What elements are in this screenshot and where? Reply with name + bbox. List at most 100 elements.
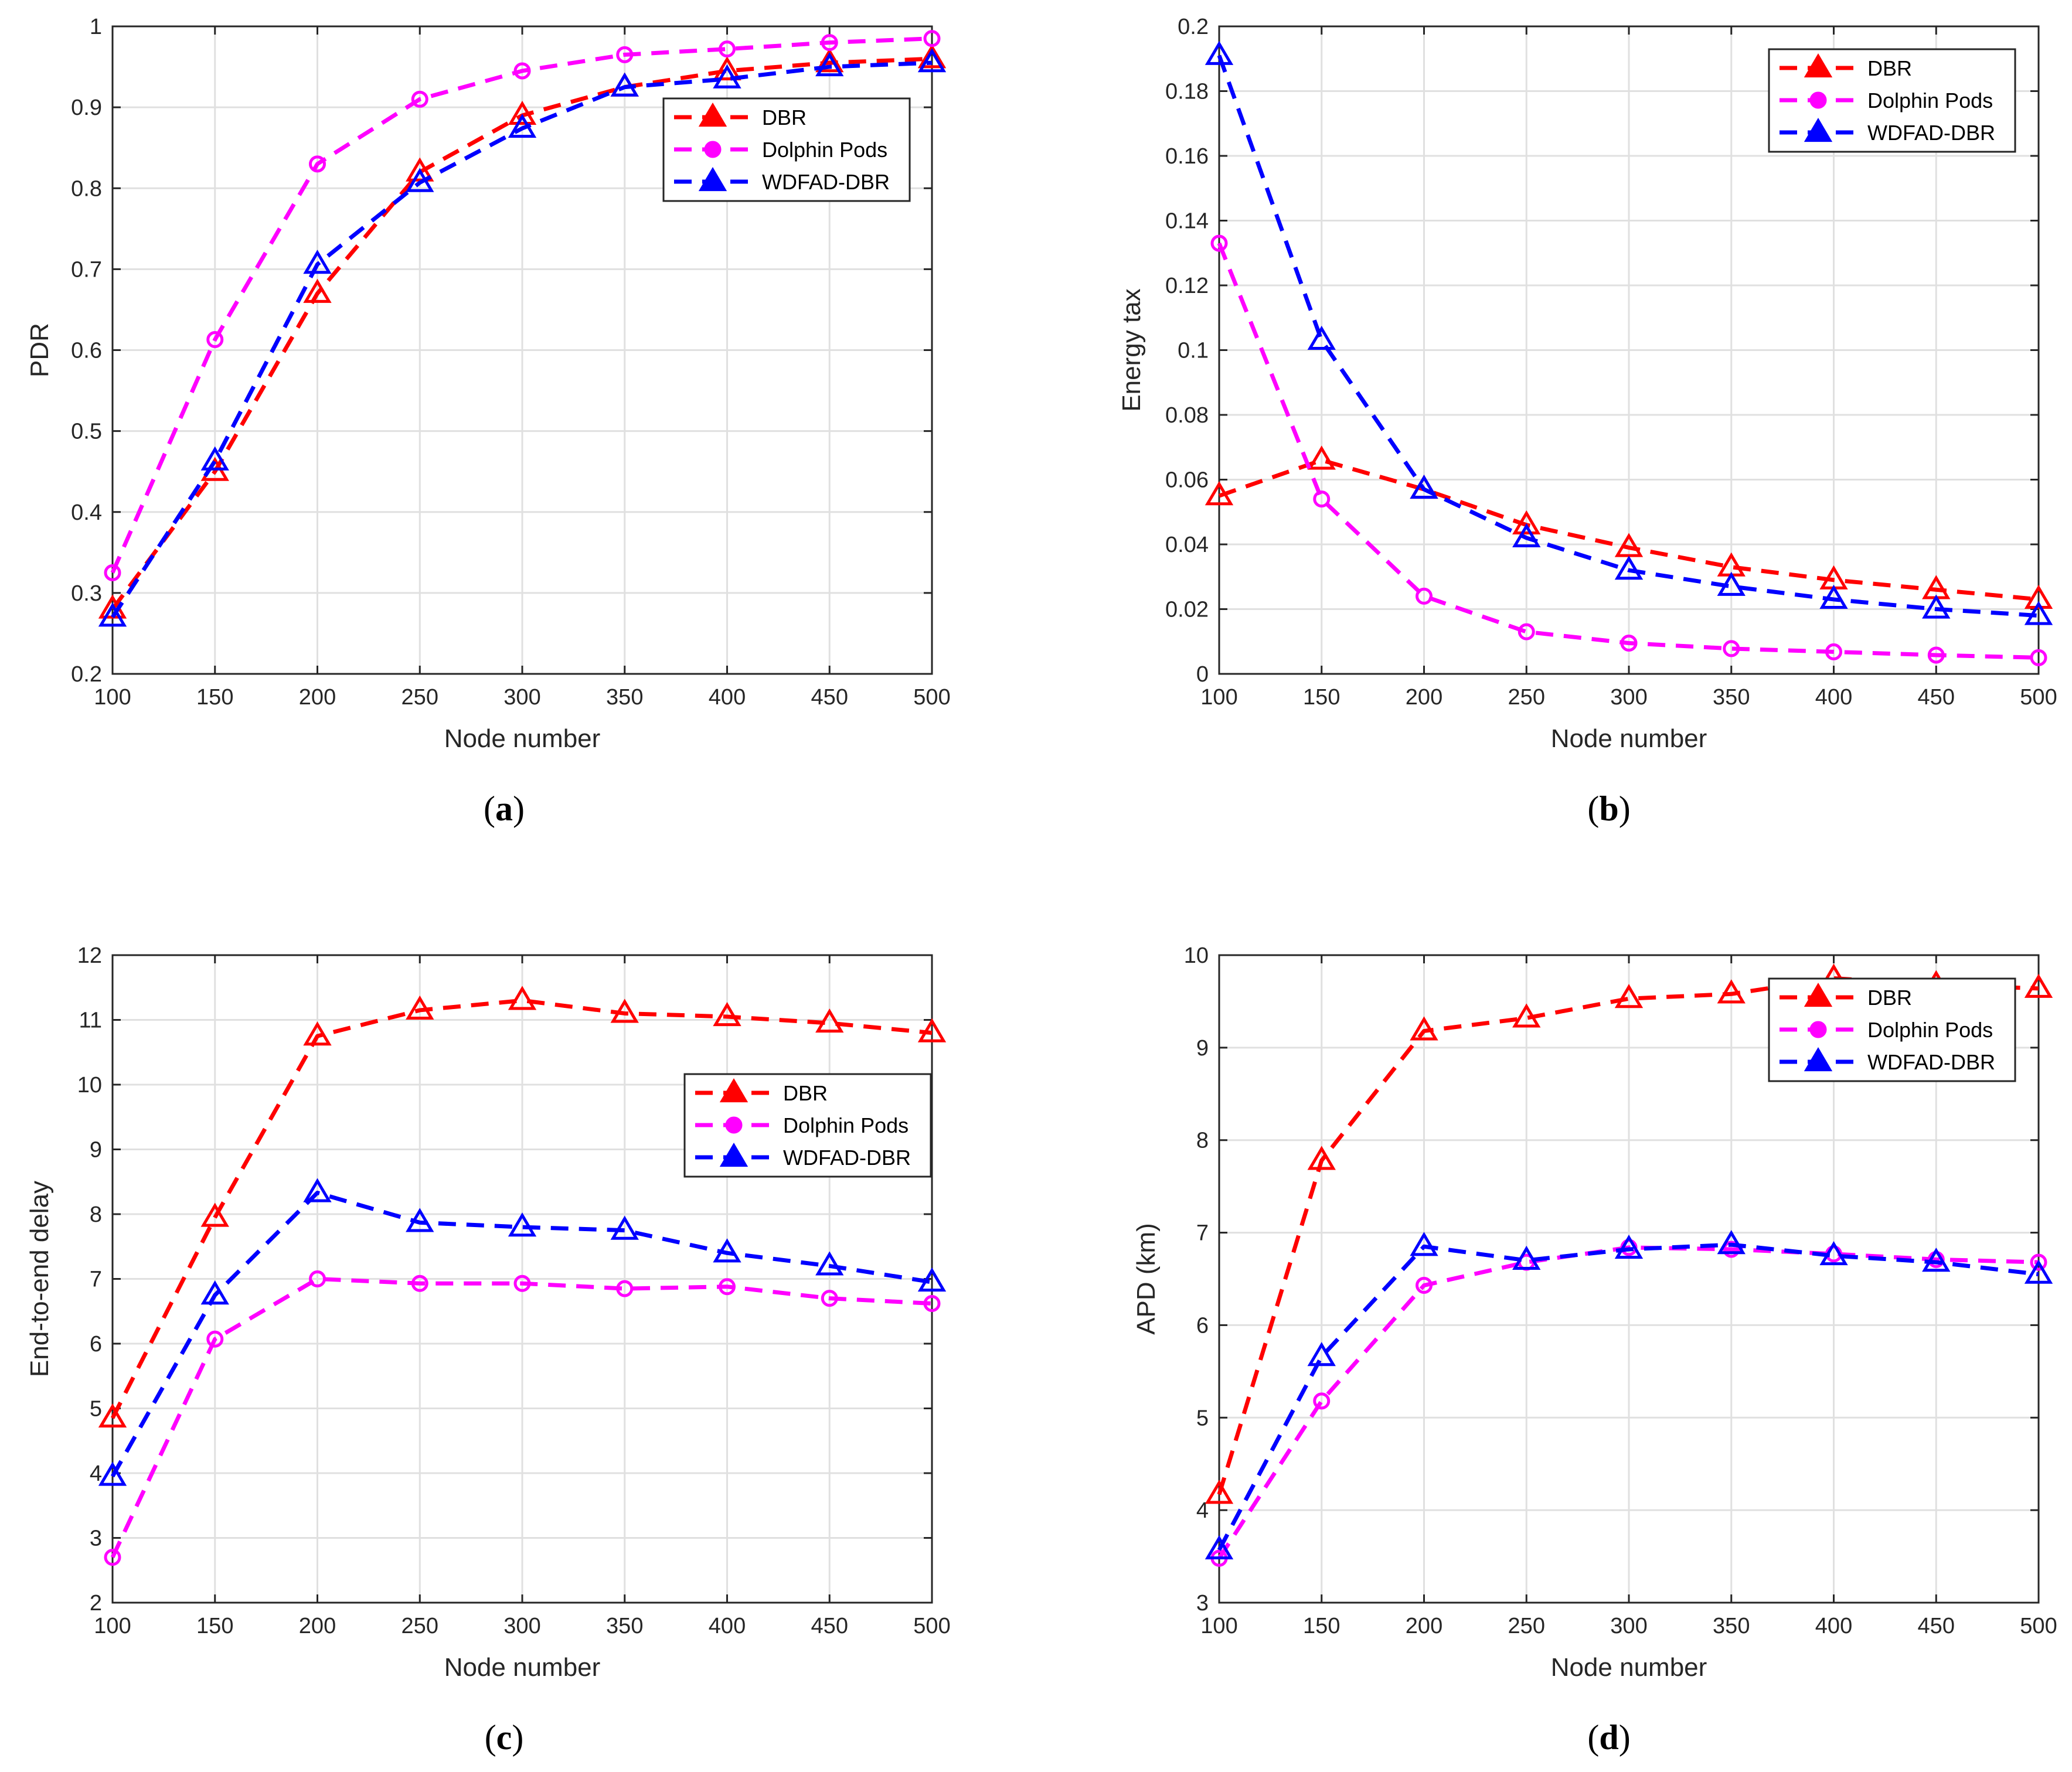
caption-close: ) (1619, 789, 1631, 828)
series-line (1217, 242, 2039, 660)
x-tick-label: 500 (913, 685, 950, 710)
data-point (406, 168, 434, 192)
y-tick-label: 2 (90, 1591, 102, 1616)
legend-marker (1804, 53, 1833, 78)
data-point (1512, 1245, 1541, 1270)
chart-d: 100 150 200 250 300 350 400 450 500 3 4 5 6 7 8 9 10 Node… (1132, 943, 2057, 1757)
data-point (1614, 556, 1644, 580)
x-tick-label: 200 (1406, 685, 1442, 710)
legend-label: Dolphin Pods (783, 1113, 909, 1137)
x-tick-label: 150 (196, 1614, 233, 1638)
y-tick-label: 9 (90, 1138, 102, 1163)
x-tick-label: 100 (1200, 1614, 1237, 1638)
x-tick-label: 350 (606, 685, 643, 710)
y-tick-label: 0.1 (1178, 339, 1209, 363)
caption: (b) (1587, 789, 1630, 828)
x-tick-label: 450 (811, 1614, 848, 1638)
data-point (1512, 523, 1541, 548)
legend-label: WDFAD-DBR (1867, 1050, 1995, 1074)
series-dbr (98, 986, 947, 1428)
data-point (406, 995, 434, 1020)
data-point (1410, 475, 1438, 499)
x-tick-label: 200 (299, 1614, 336, 1638)
x-tick-label: 150 (1303, 685, 1340, 710)
y-tick-label: 5 (90, 1397, 102, 1422)
series-line (111, 60, 933, 619)
y-tick-label: 10 (77, 1073, 102, 1098)
legend-item: Dolphin Pods (1780, 88, 1993, 113)
data-point (1922, 594, 1951, 619)
caption-letter: d (1599, 1718, 1618, 1757)
chart-c: 100 150 200 250 300 350 400 450 500 2 3 4 5 6 7 8 9 10 11 1… (25, 943, 951, 1757)
data-point (513, 1275, 531, 1292)
x-axis-title: Node number (1551, 1653, 1707, 1682)
x-tick-label: 200 (299, 685, 336, 710)
data-point (815, 48, 844, 73)
data-point (508, 114, 537, 138)
data-point (719, 1278, 736, 1296)
data-point (303, 278, 332, 303)
grid (1218, 25, 2040, 675)
y-tick-label: 7 (1196, 1221, 1209, 1246)
data-point (1410, 1016, 1438, 1041)
y-axis-title: Energy tax (1117, 288, 1146, 411)
caption-open: ( (484, 789, 495, 828)
data-point (1205, 481, 1234, 506)
data-point (1205, 1480, 1234, 1504)
legend-item: WDFAD-DBR (1780, 117, 1995, 145)
caption: (c) (485, 1718, 524, 1757)
y-tick-label: 0 (1196, 662, 1209, 687)
legend-item: WDFAD-DBR (695, 1142, 911, 1170)
data-point (104, 564, 121, 581)
data-point (1205, 40, 1234, 65)
x-tick-label: 250 (1508, 1614, 1545, 1638)
legend-label: DBR (1867, 56, 1912, 80)
legend: DBR Dolphin Pods WDFAD-DBR (1768, 977, 2016, 1082)
data-point (1518, 623, 1535, 640)
data-point (917, 48, 947, 73)
legend-marker (1804, 982, 1833, 1007)
data-point (406, 157, 434, 182)
x-tick-label: 250 (402, 1614, 438, 1638)
series-wdfad-dbr (98, 48, 947, 627)
y-tick-label: 0.06 (1165, 468, 1209, 493)
legend-marker (1809, 91, 1827, 109)
x-tick-label: 300 (503, 1614, 540, 1638)
legend-item: WDFAD-DBR (674, 166, 890, 194)
data-point (206, 331, 224, 349)
y-tick-label: 12 (77, 943, 102, 968)
data-point (2024, 601, 2053, 625)
data-point (821, 1290, 838, 1307)
legend-marker (704, 141, 722, 158)
legend-label: DBR (783, 1081, 828, 1105)
data-point (815, 1008, 844, 1033)
legend-label: WDFAD-DBR (1867, 121, 1995, 145)
chart-a: 100 150 200 250 300 350 400 450 500 0.2 0.3 0.4 0.5 0… (25, 15, 951, 828)
legend-item: DBR (1780, 982, 1912, 1010)
chart-b: 100 150 200 250 300 350 400 450 500 0 0.02 0.04 0.06… (1117, 15, 2057, 828)
data-point (821, 34, 838, 52)
data-point (206, 1330, 224, 1348)
data-point (610, 1215, 639, 1240)
x-tick-label: 100 (94, 685, 131, 710)
y-axis-title: End-to-end delay (25, 1181, 54, 1377)
legend-item: Dolphin Pods (1780, 1018, 1993, 1042)
y-tick-label: 5 (1196, 1406, 1209, 1430)
caption-letter: b (1599, 789, 1618, 828)
x-tick-label: 450 (1918, 1614, 1955, 1638)
y-tick-label: 8 (90, 1202, 102, 1227)
caption-close: ) (1619, 1718, 1631, 1757)
data-point (513, 62, 531, 80)
y-tick-label: 0.5 (71, 420, 102, 444)
data-point (713, 64, 741, 88)
y-tick-label: 4 (1196, 1498, 1209, 1523)
y-tick-label: 0.3 (71, 581, 102, 606)
series-line (110, 1191, 933, 1478)
data-point (923, 1294, 941, 1312)
x-tick-label: 400 (709, 1614, 746, 1638)
legend-item: Dolphin Pods (674, 138, 887, 162)
data-point (309, 155, 326, 173)
data-point (1723, 640, 1740, 657)
legend-marker (719, 1142, 748, 1167)
